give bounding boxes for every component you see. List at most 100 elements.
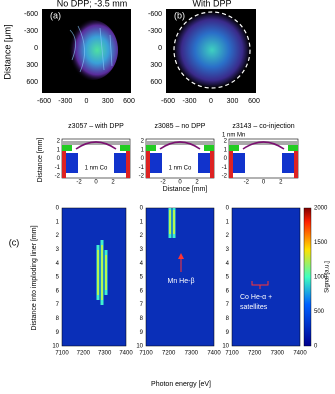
y-axis-label: Distance [μm]	[2, 24, 12, 79]
y-tick-label: 3	[140, 247, 144, 253]
x-tick-label: -300	[58, 98, 72, 105]
y-tick-label: 7	[56, 302, 60, 308]
x-tick-label: 2	[111, 180, 115, 186]
y-tick-label: 0	[224, 156, 228, 162]
y-tick-label: 2	[226, 233, 230, 239]
y-tick-label: 3	[226, 247, 230, 253]
y-tick-label: 2	[140, 233, 144, 239]
panel-label: (a)	[50, 10, 61, 20]
x-axis-label: Distance [mm]	[163, 186, 208, 193]
emission-line-core	[105, 255, 107, 290]
y-tick-label: 0	[56, 206, 60, 212]
x-tick-label: 7400	[293, 351, 307, 357]
cap	[62, 141, 130, 145]
annotation: satellites	[240, 304, 268, 311]
return	[62, 151, 66, 178]
cap	[229, 141, 298, 145]
cathode	[282, 153, 294, 173]
y-tick-label: -1	[139, 165, 145, 171]
bracket	[251, 281, 269, 289]
y-tick-label: -1	[222, 165, 228, 171]
y-tick-label: 1	[57, 147, 61, 153]
y-tick-label: 0	[141, 156, 145, 162]
y-tick-label: 5	[226, 275, 230, 281]
y-tick-label: 8	[226, 316, 230, 322]
arrow-head	[178, 253, 184, 259]
y-axis-label: Distance [mm]	[37, 138, 44, 183]
y-tick-label: 5	[140, 275, 144, 281]
y-tick-label: 0	[226, 206, 230, 212]
x-tick-label: 0	[209, 98, 213, 105]
x-tick-label: 0	[85, 98, 89, 105]
electrode	[146, 145, 156, 151]
x-tick-label: 7200	[162, 351, 176, 357]
y-tick-label: 5	[56, 275, 60, 281]
y-tick-label: 4	[56, 261, 60, 267]
y-axis-label: Distance into imploding liner [mm]	[31, 225, 38, 330]
panel-title: No DPP; -3.5 mm	[57, 0, 128, 8]
liner-coating	[75, 141, 117, 150]
y-tick-label: 2	[57, 139, 61, 145]
annotation: Co He-α +	[240, 294, 272, 301]
y-tick-label: 9	[56, 330, 60, 336]
emission-line-core	[173, 210, 175, 234]
layer-label: 1 nm Co	[169, 166, 192, 172]
x-tick-label: 7100	[55, 351, 69, 357]
y-tick-label: 1	[140, 219, 144, 225]
y-tick-label: 2	[56, 233, 60, 239]
x-tick-label: 2	[279, 180, 283, 186]
y-tick-label: 2	[224, 139, 228, 145]
y-tick-label: 1	[56, 219, 60, 225]
return	[229, 151, 233, 178]
y-tick-label: 10	[222, 344, 229, 350]
filaments	[69, 25, 113, 73]
return	[126, 151, 130, 178]
emission-line-core	[169, 210, 171, 234]
emission-line-core	[97, 250, 99, 295]
y-tick-label: 7	[140, 302, 144, 308]
x-tick-label: 7400	[207, 351, 221, 357]
colorbar-tick-label: 2000	[314, 206, 328, 212]
y-tick-label: 0	[57, 156, 61, 162]
x-tick-label: 600	[248, 98, 260, 105]
x-tick-label: -2	[244, 180, 250, 186]
x-tick-label: 2	[195, 180, 199, 186]
schematic-title: z3085 – no DPP	[155, 123, 206, 130]
spectrum-image	[145, 207, 215, 347]
x-tick-label: -600	[161, 98, 175, 105]
y-tick-label: 10	[136, 344, 143, 350]
y-tick-label: 600	[150, 79, 162, 86]
spectrum-image	[231, 207, 301, 347]
y-tick-label: -2	[222, 174, 228, 180]
x-axis-label: Photon energy [eV]	[151, 381, 211, 388]
y-tick-label: 6	[140, 288, 144, 294]
x-tick-label: -2	[76, 180, 82, 186]
cathode	[150, 153, 162, 173]
x-tick-label: -600	[37, 98, 51, 105]
panel-label: (b)	[174, 10, 185, 20]
liner-coating	[159, 141, 201, 150]
y-tick-label: 7	[226, 302, 230, 308]
electrode	[229, 145, 239, 151]
colorbar-tick-label: 0	[314, 344, 318, 350]
x-tick-label: 7400	[119, 351, 133, 357]
return	[146, 151, 150, 178]
x-tick-label: 7300	[98, 351, 112, 357]
y-tick-label: -600	[148, 11, 162, 18]
y-tick-label: 8	[56, 316, 60, 322]
return	[210, 151, 214, 178]
x-tick-label: 0	[262, 180, 266, 186]
layer-label: 1 nm Mn	[222, 133, 245, 139]
x-tick-label: 600	[123, 98, 135, 105]
electrode	[288, 145, 298, 151]
x-tick-label: -2	[160, 180, 166, 186]
irradiance-b	[174, 12, 250, 88]
y-tick-label: 0	[140, 206, 144, 212]
y-tick-label: 2	[141, 139, 145, 145]
y-tick-label: 0	[158, 45, 162, 52]
cap	[146, 141, 214, 145]
colorbar-tick-label: 1000	[314, 275, 328, 281]
x-tick-label: 7200	[248, 351, 262, 357]
dpp-boundary	[173, 11, 251, 89]
y-tick-label: -600	[24, 11, 38, 18]
